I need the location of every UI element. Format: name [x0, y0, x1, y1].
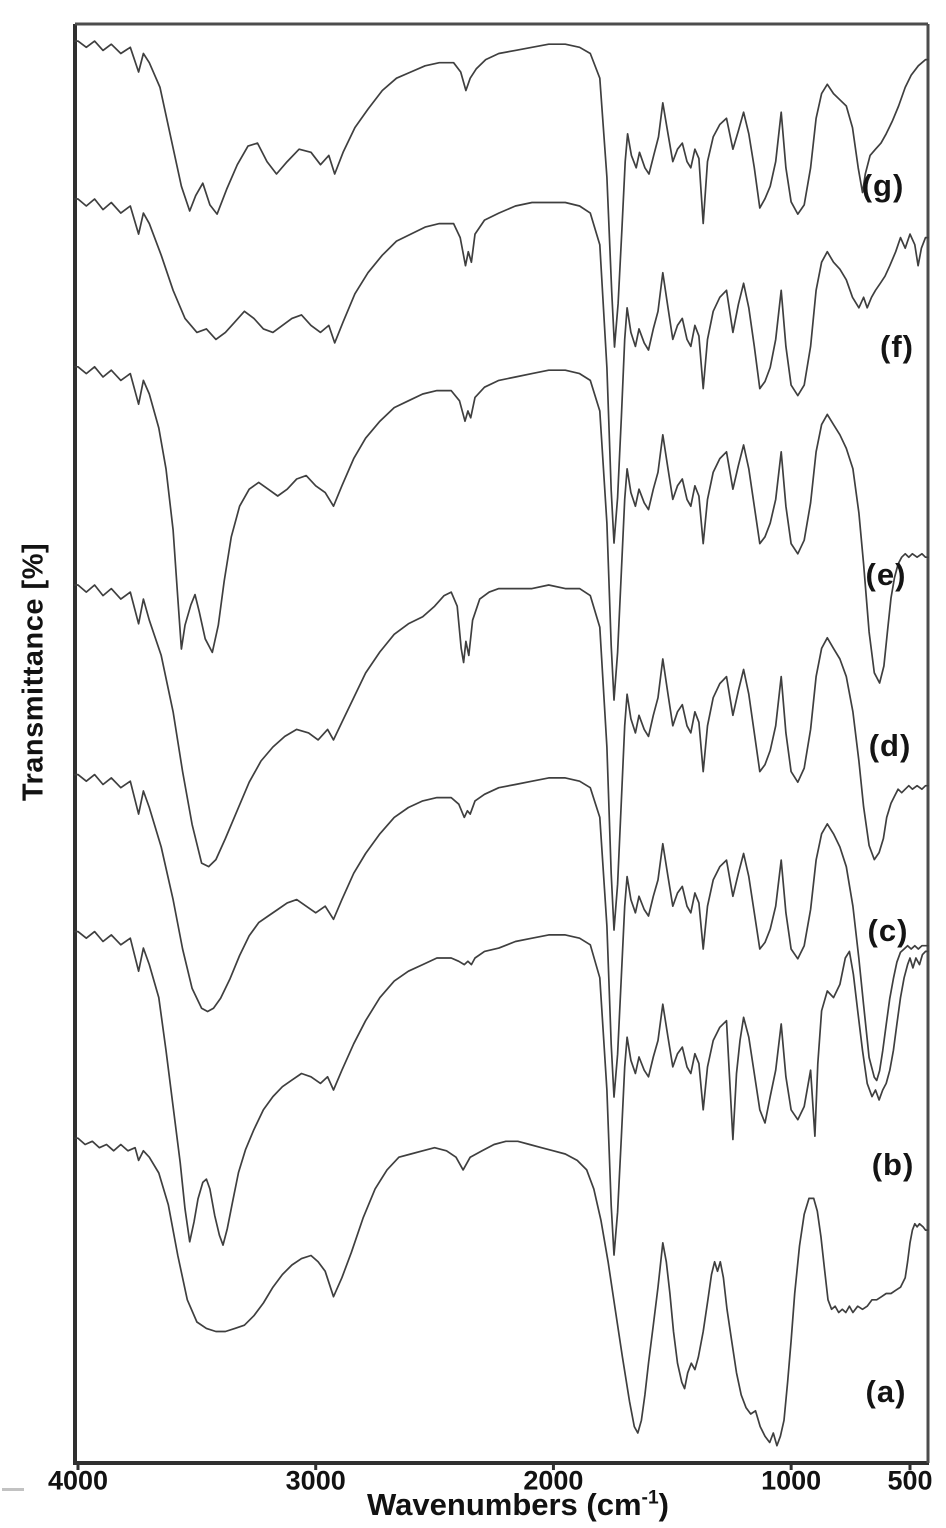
spectrum-a-curve: [74, 1137, 929, 1447]
spectrum-f-curve: [74, 198, 929, 544]
x-axis-title-superscript: -1: [641, 1487, 659, 1509]
x-axis-title-text: Wavenumbers (cm: [367, 1487, 642, 1522]
curve-label-g: (g): [861, 168, 905, 203]
x-tick-1000: 1000: [761, 1465, 822, 1496]
x-axis-title-close: ): [658, 1487, 669, 1522]
curve-label-c: (c): [867, 913, 909, 948]
spectrum-g-curve: [74, 40, 929, 348]
curve-label-f: (f): [880, 329, 914, 364]
curve-label-b: (b): [871, 1147, 915, 1182]
curve-label-d: (d): [868, 728, 912, 763]
x-tick-4000: 4000: [47, 1465, 109, 1496]
spectrum-d-curve: [74, 584, 929, 931]
curve-label-a: (a): [865, 1374, 907, 1409]
x-tick-3000: 3000: [285, 1465, 346, 1496]
curve-label-e: (e): [865, 557, 907, 592]
scan-artifact-dash: [2, 1488, 24, 1491]
spectrum-b-curve: [74, 930, 929, 1256]
spectrum-c-curve: [74, 773, 929, 1098]
x-tick-500: 500: [887, 1465, 933, 1496]
x-tick-2000: 2000: [523, 1465, 584, 1496]
y-axis-label: Transmittance [%]: [17, 542, 50, 802]
spectrum-e-curve: [74, 365, 929, 701]
x-axis-title: Wavenumbers (cm-1): [367, 1487, 669, 1523]
